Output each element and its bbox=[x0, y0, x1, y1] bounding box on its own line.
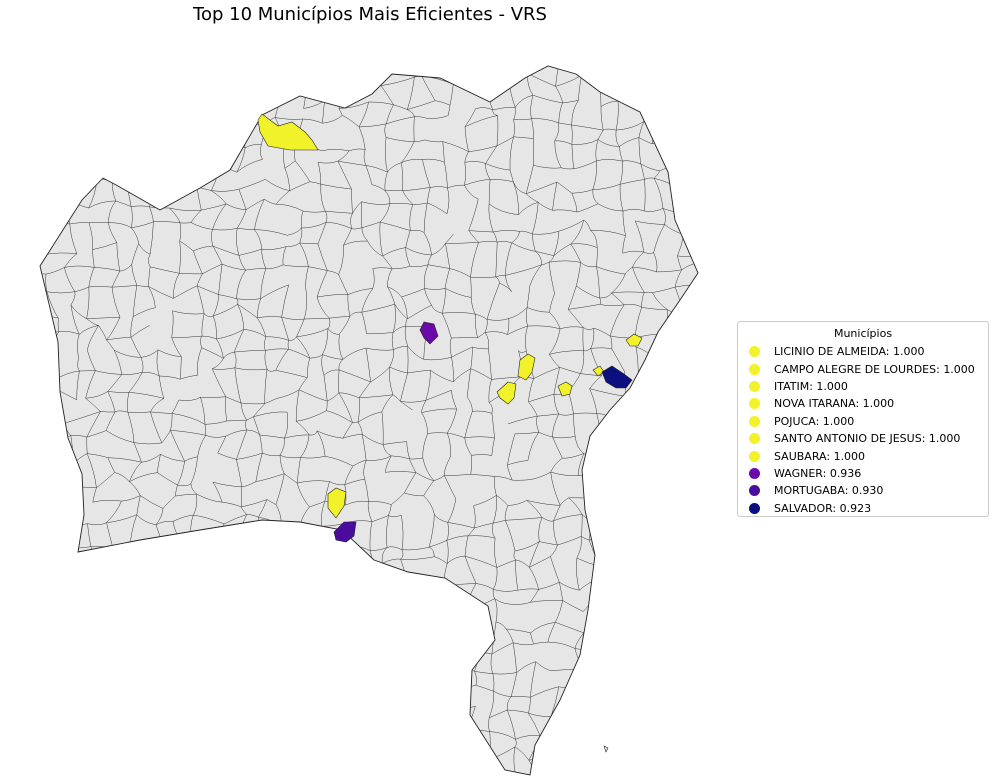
legend-item: CAMPO ALEGRE DE LOURDES: 1.000 bbox=[738, 360, 975, 377]
island-shape bbox=[603, 745, 609, 753]
legend-label: ITATIM: 1.000 bbox=[774, 379, 848, 393]
legend-item: ITATIM: 1.000 bbox=[738, 378, 848, 395]
legend-title: Municípios bbox=[833, 327, 893, 340]
legend-marker-icon bbox=[749, 502, 760, 514]
municipality-santo-antonio-de-jesus bbox=[557, 381, 573, 397]
legend-marker-icon bbox=[749, 380, 760, 392]
municipality-itatim bbox=[517, 353, 536, 381]
legend-label: NOVA ITARANA: 1.000 bbox=[774, 397, 895, 411]
legend-item: SANTO ANTONIO DE JESUS: 1.000 bbox=[738, 430, 960, 447]
municipality-nova-itarana bbox=[496, 381, 517, 405]
legend-marker-icon bbox=[749, 398, 760, 410]
legend-item: WAGNER: 0.936 bbox=[738, 465, 861, 482]
legend-item: NOVA ITARANA: 1.000 bbox=[738, 395, 894, 412]
legend-marker-icon bbox=[749, 450, 760, 462]
bahia-map bbox=[39, 65, 699, 776]
municipality-campo-alegre-de-lourdes bbox=[257, 113, 319, 151]
municipality-salvador bbox=[601, 365, 633, 389]
legend-marker-icon bbox=[749, 467, 760, 479]
map-title: Top 10 Municípios Mais Eficientes - VRS bbox=[193, 4, 547, 25]
legend-item: POJUCA: 1.000 bbox=[738, 413, 854, 430]
municipality-pojuca bbox=[625, 333, 643, 347]
legend-label: SALVADOR: 0.923 bbox=[774, 501, 872, 515]
legend-label: SANTO ANTONIO DE JESUS: 1.000 bbox=[774, 432, 961, 446]
legend-marker-icon bbox=[749, 433, 760, 445]
legend-marker-icon bbox=[749, 346, 760, 358]
legend-label: LICINIO DE ALMEIDA: 1.000 bbox=[774, 345, 925, 359]
legend-item: MORTUGABA: 0.930 bbox=[738, 482, 883, 499]
legend-marker-icon bbox=[749, 415, 760, 427]
legend-label: MORTUGABA: 0.930 bbox=[774, 484, 884, 498]
legend-marker-icon bbox=[749, 363, 760, 375]
municipality-wagner bbox=[419, 321, 439, 345]
legend-label: SAUBARA: 1.000 bbox=[774, 449, 866, 463]
legend-label: WAGNER: 0.936 bbox=[774, 466, 862, 480]
legend-label: POJUCA: 1.000 bbox=[774, 414, 855, 428]
legend-marker-icon bbox=[749, 485, 760, 497]
municipality-licinio-de-almeida bbox=[327, 487, 347, 519]
bahia-state-shape bbox=[39, 65, 699, 776]
legend: Municípios LICINIO DE ALMEIDA: 1.000 CAM… bbox=[737, 321, 989, 517]
legend-item: LICINIO DE ALMEIDA: 1.000 bbox=[738, 343, 924, 360]
municipality-mortugaba bbox=[333, 521, 357, 543]
legend-item: SALVADOR: 0.923 bbox=[738, 500, 871, 517]
legend-label: CAMPO ALEGRE DE LOURDES: 1.000 bbox=[774, 362, 975, 376]
legend-item: SAUBARA: 1.000 bbox=[738, 447, 865, 464]
